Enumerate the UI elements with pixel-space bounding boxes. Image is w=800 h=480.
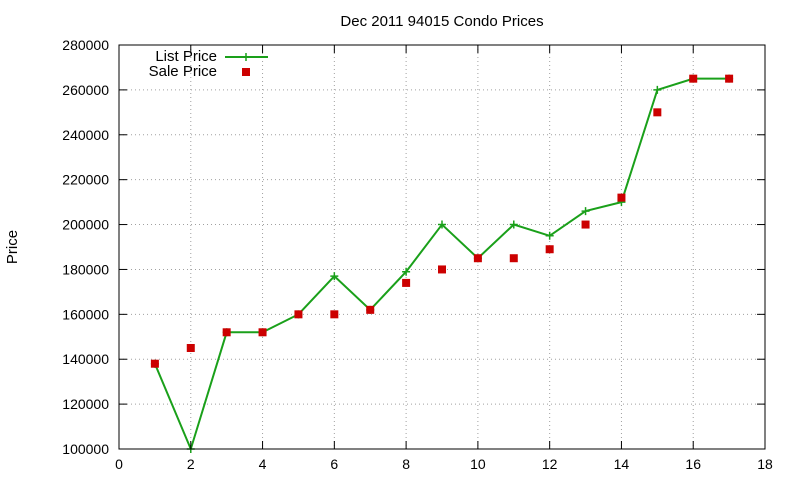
plot-area bbox=[150, 74, 734, 453]
sale-price-point bbox=[473, 254, 482, 263]
y-tick-label: 140000 bbox=[62, 351, 109, 367]
sale-price-point bbox=[366, 305, 375, 314]
plot-frame bbox=[118, 44, 766, 450]
y-tick-label: 220000 bbox=[62, 172, 109, 188]
x-tick-label: 14 bbox=[614, 456, 630, 472]
list-price-point bbox=[402, 267, 411, 276]
x-tick-label: 2 bbox=[187, 456, 195, 472]
x-tick-label: 12 bbox=[542, 456, 558, 472]
list-price-line bbox=[153, 77, 730, 452]
y-tick-label: 240000 bbox=[62, 127, 109, 143]
x-tick-label: 10 bbox=[470, 456, 486, 472]
y-tick-label: 160000 bbox=[62, 306, 109, 322]
sale-price-point bbox=[545, 245, 554, 254]
list-price-point bbox=[438, 220, 446, 229]
sale-price-point bbox=[294, 310, 303, 319]
sale-price-point bbox=[222, 328, 231, 337]
legend-marker-sale-price bbox=[242, 68, 250, 76]
sale-price-point bbox=[509, 254, 518, 263]
list-price-point bbox=[330, 272, 339, 281]
y-tick-label: 100000 bbox=[62, 441, 109, 457]
list-price-point bbox=[581, 207, 590, 216]
axis-ticks: 100000 120000 140000 160000 180000 200000 2200… bbox=[62, 37, 773, 472]
sale-price-point bbox=[689, 74, 698, 83]
y-tick-label: 120000 bbox=[62, 396, 109, 412]
sale-price-point bbox=[402, 278, 411, 287]
sale-price-point bbox=[150, 359, 159, 368]
sale-price-point bbox=[438, 265, 446, 274]
x-tick-label: 6 bbox=[330, 456, 338, 472]
y-tick-label: 180000 bbox=[62, 261, 109, 277]
legend-label-list-price: List Price bbox=[155, 48, 217, 65]
x-tick-label: 8 bbox=[402, 456, 410, 472]
x-tick-label: 16 bbox=[685, 456, 701, 472]
grid-lines bbox=[119, 45, 765, 449]
list-price-point bbox=[653, 85, 662, 94]
sale-price-point bbox=[330, 310, 339, 319]
sale-price-point bbox=[617, 193, 626, 202]
x-tick-label: 0 bbox=[115, 456, 123, 472]
y-axis-label: Price bbox=[4, 230, 21, 264]
sale-price-point bbox=[725, 74, 734, 83]
list-price-point bbox=[545, 231, 554, 240]
y-tick-label: 260000 bbox=[62, 82, 109, 98]
x-tick-label: 18 bbox=[757, 456, 773, 472]
sale-price-point bbox=[581, 220, 590, 229]
sale-price-point bbox=[186, 344, 195, 352]
legend-label-sale-price: Sale Price bbox=[149, 63, 217, 80]
chart-title: Dec 2011 94015 Condo Prices bbox=[340, 13, 543, 30]
x-tick-label: 4 bbox=[259, 456, 267, 472]
legend-marker-list-price bbox=[242, 53, 250, 61]
sale-price-point bbox=[653, 108, 662, 117]
y-tick-label: 280000 bbox=[62, 37, 109, 53]
sale-price-point bbox=[258, 328, 267, 337]
list-price-point bbox=[509, 220, 518, 229]
y-tick-label: 200000 bbox=[62, 217, 109, 233]
